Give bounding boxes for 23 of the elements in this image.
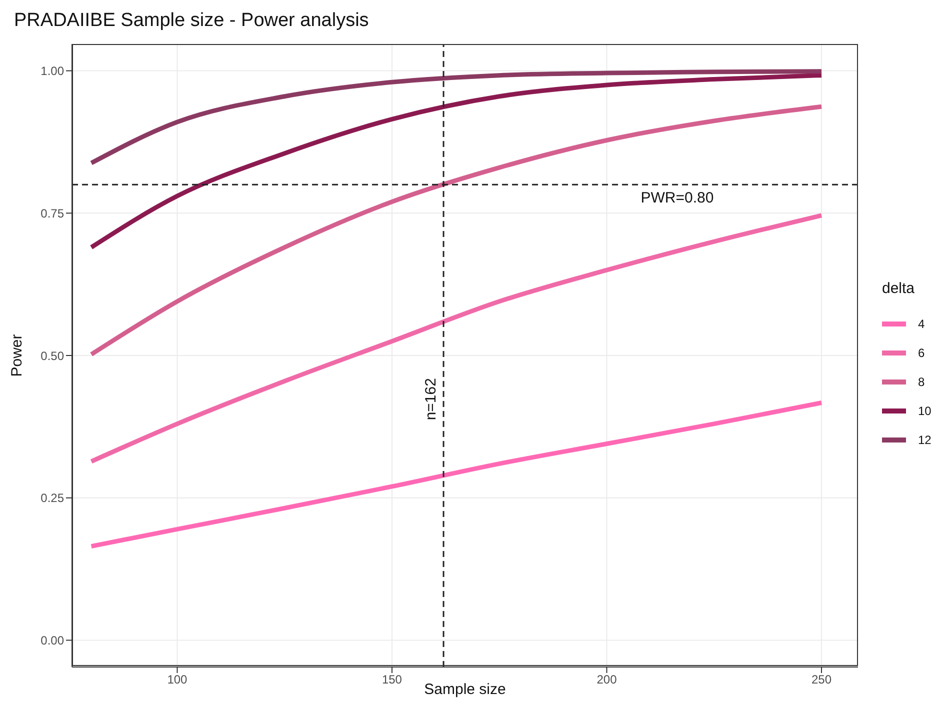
y-axis-title: Power xyxy=(8,334,26,377)
chart-title: PRADAIIBE Sample size - Power analysis xyxy=(14,10,369,32)
y-tick-label: 0.00 xyxy=(40,633,64,648)
x-tick-label: 150 xyxy=(382,672,402,687)
legend-label: 10 xyxy=(918,404,932,418)
ref-line-label: n=162 xyxy=(422,378,440,420)
line-series xyxy=(89,213,824,464)
y-tick-label: 0.25 xyxy=(40,491,64,506)
legend-label: 4 xyxy=(918,316,925,330)
y-tick-label: 0.75 xyxy=(40,206,64,220)
x-axis-title: Sample size xyxy=(424,681,506,698)
ref-line-label: PWR=0.80 xyxy=(640,190,714,207)
legend-title: delta xyxy=(882,280,916,297)
y-tick-label: 1.00 xyxy=(40,64,64,78)
x-tick-label: 200 xyxy=(596,672,618,687)
legend-label: 8 xyxy=(918,374,925,388)
legend-label: 6 xyxy=(918,346,925,360)
y-tick-label: 0.50 xyxy=(40,348,64,363)
line-series xyxy=(89,104,824,357)
line-series xyxy=(89,73,824,250)
legend-label: 12 xyxy=(918,432,932,446)
x-tick-label: 250 xyxy=(811,672,832,687)
x-tick-label: 100 xyxy=(167,672,188,687)
